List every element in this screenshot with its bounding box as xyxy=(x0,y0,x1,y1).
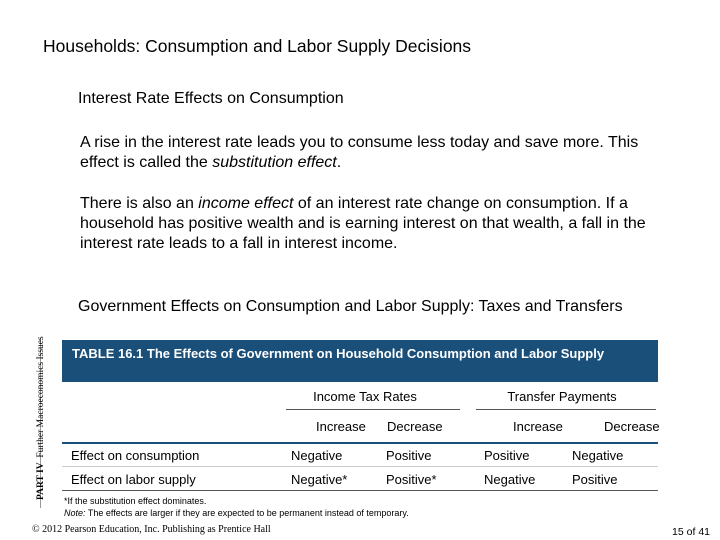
p1-text-2: . xyxy=(336,154,342,171)
table-cell: Positive xyxy=(572,472,618,487)
section-heading-government-effects: Government Effects on Consumption and La… xyxy=(78,298,623,315)
table-note: Note: The effects are larger if they are… xyxy=(64,508,409,518)
column-header: Increase xyxy=(513,419,563,434)
column-header: Decrease xyxy=(604,419,660,434)
column-header: Decrease xyxy=(387,419,443,434)
p1-text-1: A rise in the interest rate leads you to… xyxy=(80,134,639,171)
table-title: TABLE 16.1 The Effects of Government on … xyxy=(62,340,658,382)
row-label: Effect on consumption xyxy=(71,448,200,463)
p2-text-2: of an interest rate change on consumptio… xyxy=(80,195,646,252)
column-group-income-tax: Income Tax Rates xyxy=(313,389,417,404)
row-label: Effect on labor supply xyxy=(71,472,196,487)
column-header: Increase xyxy=(316,419,366,434)
side-divider xyxy=(40,338,41,508)
table-cell: Negative xyxy=(484,472,536,487)
p2-emphasis: income effect xyxy=(198,195,294,212)
side-part-label: PART IV Further Macroeconomics Issues xyxy=(36,336,46,500)
paragraph-income-effect: There is also an income effect of an int… xyxy=(80,194,680,254)
table-header-rule xyxy=(62,442,658,444)
table-footnote: *If the substitution effect dominates. xyxy=(64,496,207,506)
table-bottom-rule xyxy=(62,490,658,491)
page-number: 15 of 41 xyxy=(672,526,710,538)
table-cell: Negative xyxy=(572,448,624,463)
note-label: Note: xyxy=(64,508,86,518)
table-cell: Positive* xyxy=(386,472,437,487)
column-group-transfer: Transfer Payments xyxy=(507,389,617,404)
section-heading-interest-rate: Interest Rate Effects on Consumption xyxy=(78,90,344,107)
table-cell: Positive xyxy=(386,448,432,463)
p2-text-1: There is also an xyxy=(80,195,199,212)
side-part-title: Further Macroeconomics Issues xyxy=(36,336,46,458)
table-cell: Positive xyxy=(484,448,530,463)
table-cell: Negative* xyxy=(291,472,348,487)
row-separator xyxy=(62,466,658,467)
table-cell: Negative xyxy=(291,448,343,463)
page-title: Households: Consumption and Labor Supply… xyxy=(43,36,472,56)
paragraph-substitution-effect: A rise in the interest rate leads you to… xyxy=(80,133,680,173)
side-part-number: PART IV xyxy=(36,462,46,500)
p1-emphasis: substitution effect xyxy=(212,154,337,171)
note-text: The effects are larger if they are expec… xyxy=(85,508,409,518)
copyright-notice: © 2012 Pearson Education, Inc. Publishin… xyxy=(32,524,271,535)
group-underline-income xyxy=(286,409,460,410)
group-underline-transfer xyxy=(476,409,656,410)
